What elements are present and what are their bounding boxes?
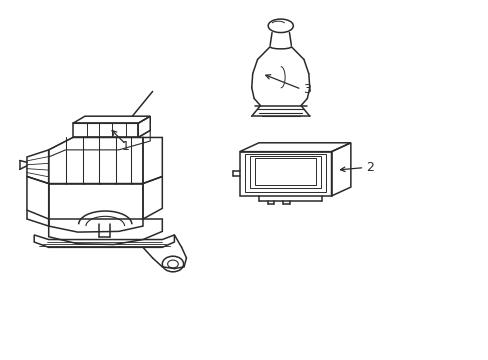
Text: 2: 2 — [366, 161, 373, 174]
Text: 1: 1 — [122, 140, 130, 153]
Text: 3: 3 — [303, 83, 311, 96]
